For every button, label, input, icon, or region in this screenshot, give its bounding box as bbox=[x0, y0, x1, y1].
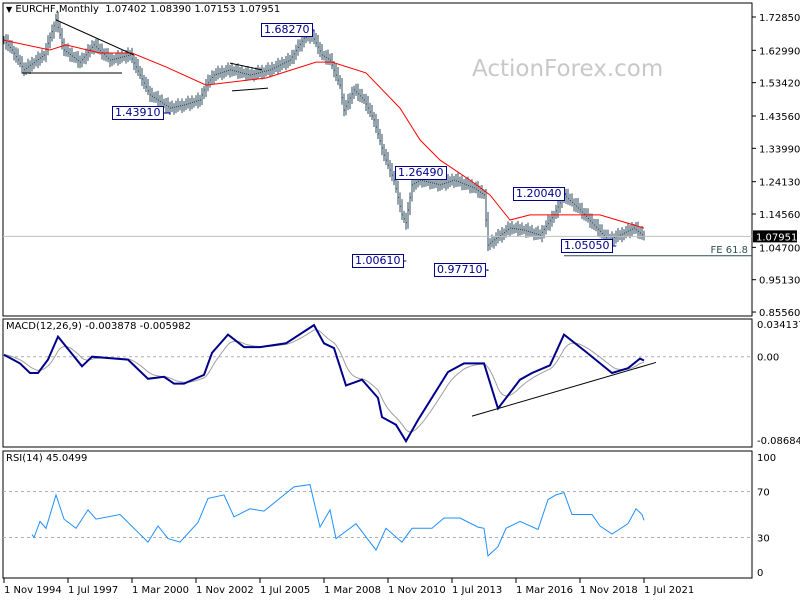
rsi-y-tick-label: 30 bbox=[757, 534, 770, 545]
extreme-label: 1.00610 bbox=[352, 254, 404, 268]
macd-y-tick-label: 0.00 bbox=[757, 353, 779, 364]
x-tick-label: 1 Mar 2000 bbox=[132, 585, 189, 596]
y-tick-label: 1.33990 bbox=[759, 144, 800, 155]
y-tick-label: 1.14560 bbox=[759, 210, 800, 221]
symbol-label: EURCHF,Monthly bbox=[15, 4, 99, 15]
trendline bbox=[55, 19, 135, 56]
chart-title: ▼ EURCHF,Monthly 1.07402 1.08390 1.07153… bbox=[6, 4, 280, 15]
x-tick-label: 1 Nov 2002 bbox=[196, 585, 254, 596]
macd-main-line bbox=[3, 323, 645, 444]
x-tick-label: 1 Nov 2010 bbox=[388, 585, 446, 596]
extreme-label: 1.20040 bbox=[513, 187, 565, 201]
triangle-down-icon[interactable]: ▼ bbox=[6, 5, 13, 14]
macd-title: MACD(12,26,9) -0.003878 -0.005982 bbox=[6, 321, 191, 332]
macd-panel bbox=[2, 318, 753, 448]
rsi-y-tick-label: 70 bbox=[757, 488, 770, 499]
extreme-label: 1.05050 bbox=[561, 239, 613, 253]
y-tick-label: 1.24130 bbox=[759, 178, 800, 189]
y-tick-label: 1.53420 bbox=[759, 79, 800, 90]
x-tick-label: 1 Jul 2021 bbox=[644, 585, 694, 596]
watermark: ActionForex.com bbox=[472, 56, 664, 82]
x-tick-label: 1 Mar 2016 bbox=[516, 585, 573, 596]
rsi-title: RSI(14) 45.0499 bbox=[6, 453, 88, 464]
y-tick-label: 1.04700 bbox=[759, 243, 800, 254]
extreme-label: 0.97710 bbox=[434, 263, 486, 277]
rsi-line bbox=[31, 484, 645, 557]
y-tick-label: 1.62990 bbox=[759, 46, 800, 57]
y-tick-label: 1.43560 bbox=[759, 112, 800, 123]
y-tick-label: 0.85560 bbox=[759, 308, 800, 319]
extreme-label: 1.26490 bbox=[395, 166, 447, 180]
extreme-label: 1.68270 bbox=[261, 23, 313, 37]
fe-61-8-label: FE 61.8 bbox=[710, 245, 748, 256]
macd-y-tick-label: -0.086849 bbox=[757, 436, 800, 447]
x-tick-label: 1 Jul 2013 bbox=[452, 585, 502, 596]
current-price-label: 1.07951 bbox=[756, 232, 797, 243]
trendline bbox=[231, 87, 269, 92]
rsi-panel bbox=[2, 450, 753, 579]
x-tick-label: 1 Nov 1994 bbox=[4, 585, 62, 596]
x-tick-label: 1 Jul 1997 bbox=[68, 585, 118, 596]
rsi-y-tick-label: 0 bbox=[757, 568, 763, 579]
moving-average-line bbox=[3, 39, 645, 229]
extreme-label: 1.43910 bbox=[112, 106, 164, 120]
x-tick-label: 1 Jul 2005 bbox=[260, 585, 310, 596]
trendline bbox=[229, 62, 263, 71]
x-tick-label: 1 Nov 2018 bbox=[580, 585, 638, 596]
rsi-y-tick-label: 100 bbox=[757, 453, 776, 464]
macd-y-tick-label: 0.034137 bbox=[757, 320, 800, 331]
current-price-badge bbox=[753, 230, 797, 243]
ohlc-readout: 1.07402 1.08390 1.07153 1.07951 bbox=[105, 4, 281, 15]
x-tick-label: 1 Mar 2008 bbox=[324, 585, 381, 596]
y-tick-label: 1.72850 bbox=[759, 13, 800, 24]
price-panel bbox=[2, 2, 753, 317]
macd-trendline bbox=[471, 361, 657, 417]
y-tick-label: 0.95130 bbox=[759, 276, 800, 287]
